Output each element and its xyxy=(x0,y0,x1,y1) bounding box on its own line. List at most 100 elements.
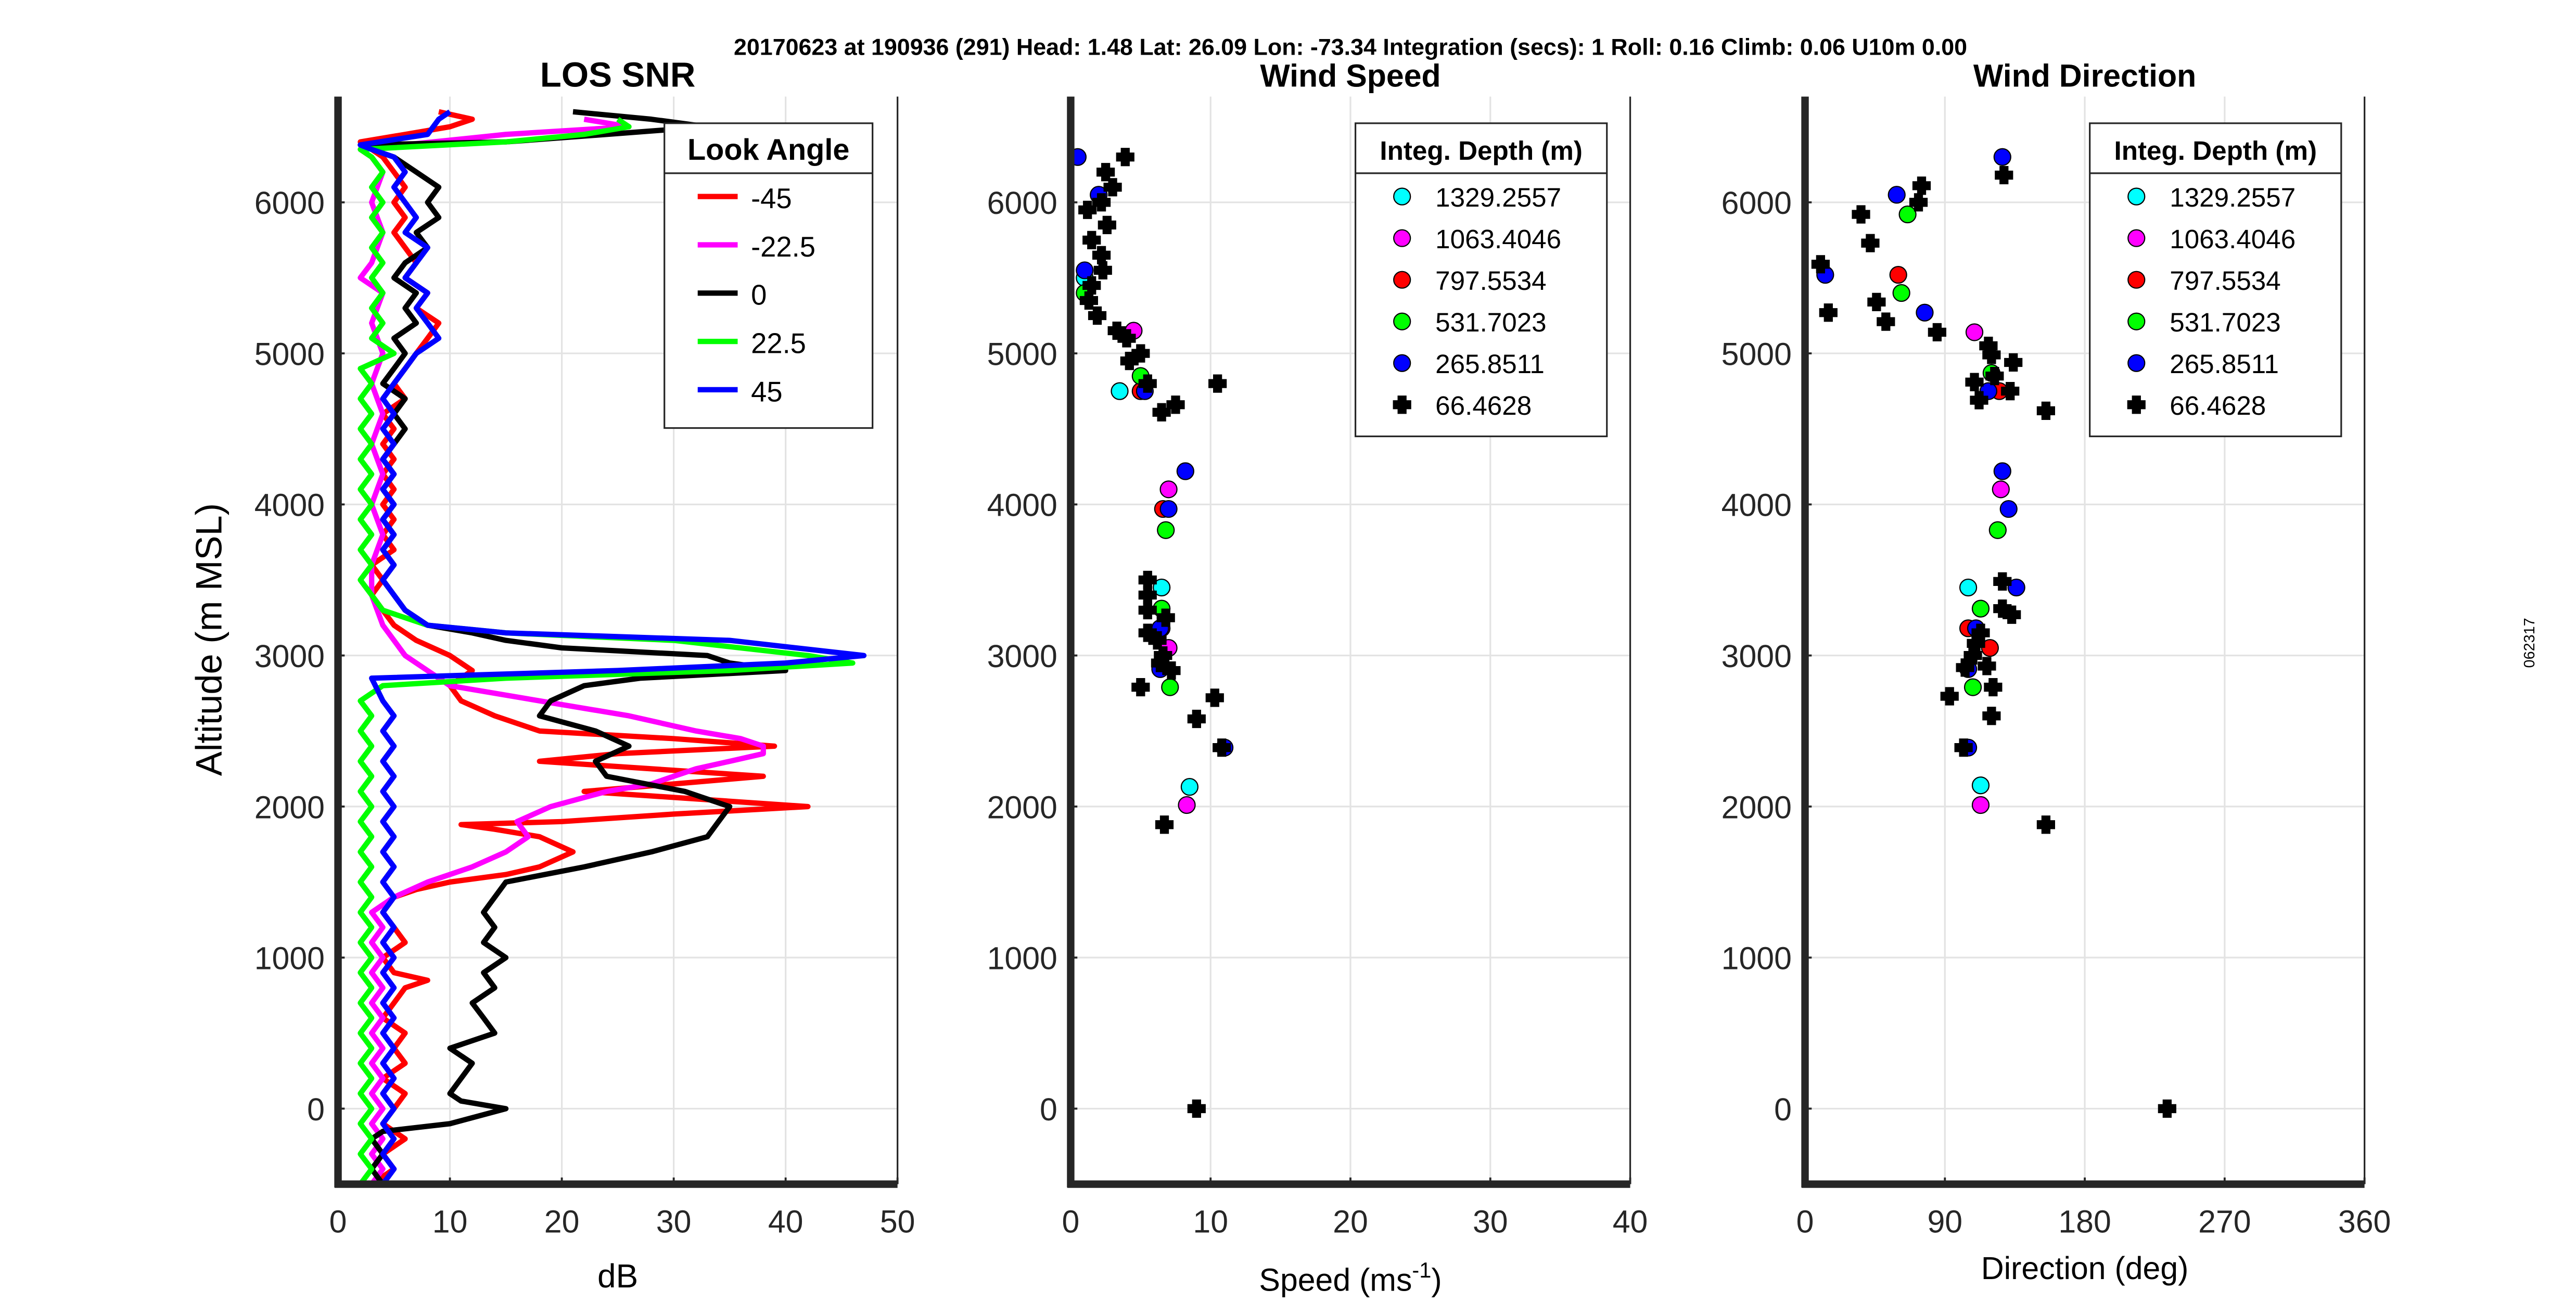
legend-label-531.7023: 531.7023 xyxy=(2170,308,2280,337)
data-point-66.4628 xyxy=(1116,148,1134,167)
x-tick-label: 30 xyxy=(656,1204,692,1239)
y-tick-label: 6000 xyxy=(254,185,325,221)
data-point-265.8511 xyxy=(1159,500,1178,518)
legend-label--45: -45 xyxy=(751,183,792,214)
legend-label-66.4628: 66.4628 xyxy=(2170,391,2266,420)
legend-label-1063.4046: 1063.4046 xyxy=(2170,224,2296,254)
data-point-66.4628 xyxy=(2036,401,2056,420)
series-line-0 xyxy=(358,109,788,1186)
legend-label-1329.2557: 1329.2557 xyxy=(2170,183,2296,212)
legend-label-265.8511: 265.8511 xyxy=(2170,349,2279,379)
legend-swatch-66.4628 xyxy=(2127,395,2146,414)
data-point-531.7023 xyxy=(1971,599,1990,618)
legend-label-66.4628: 66.4628 xyxy=(1435,391,1532,420)
wind-direction-marks xyxy=(1811,148,2176,1118)
data-point-66.4628 xyxy=(1982,707,2001,725)
data-point-66.4628 xyxy=(1103,178,1122,197)
y-tick-label: 0 xyxy=(307,1092,325,1127)
legend-swatch-66.4628 xyxy=(1393,395,1411,414)
wind-speed-axes: 0 1000 2000 3000 4000 5000 6000 0 10 20 30 40 xyxy=(987,96,1648,1239)
y-tick-label: 5000 xyxy=(1721,336,1792,372)
legend-swatch-531.7023 xyxy=(2127,312,2146,330)
data-point-66.4628 xyxy=(1152,403,1171,422)
data-point-265.8511 xyxy=(1076,261,1094,279)
data-point-66.4628 xyxy=(2036,815,2056,834)
wind-speed-xlabel: Speed (ms-1) xyxy=(1259,1258,1442,1298)
data-point-66.4628 xyxy=(1208,374,1227,393)
data-point-66.4628 xyxy=(1993,572,2012,591)
data-point-66.4628 xyxy=(1138,601,1157,620)
legend-label-45: 45 xyxy=(751,376,782,407)
data-point-66.4628 xyxy=(1093,261,1112,280)
los-snr-ylabel: Altitude (m MSL) xyxy=(188,503,229,776)
y-tick-label: 1000 xyxy=(987,941,1057,976)
x-tick-label: 270 xyxy=(2198,1204,2251,1239)
legend-swatch-1063.4046 xyxy=(2127,229,2146,247)
data-point-265.8511 xyxy=(1176,462,1194,480)
wind-direction-title: Wind Direction xyxy=(1973,58,2196,93)
data-point-66.4628 xyxy=(1877,312,1895,331)
y-tick-label: 5000 xyxy=(987,336,1057,372)
data-point-265.8511 xyxy=(1993,148,2011,166)
los-snr-xlabel: dB xyxy=(597,1257,638,1295)
data-point-66.4628 xyxy=(2158,1099,2176,1118)
data-point-66.4628 xyxy=(1928,323,1946,342)
side-label: 062317 xyxy=(2521,618,2538,668)
x-tick-label: 40 xyxy=(1613,1204,1648,1239)
legend-label--22.5: -22.5 xyxy=(751,231,815,263)
data-point-66.4628 xyxy=(1156,608,1175,627)
y-tick-label: 0 xyxy=(1774,1092,1792,1127)
data-point-66.4628 xyxy=(1082,276,1101,295)
wind-direction-xlabel: Direction (deg) xyxy=(1981,1250,2189,1286)
wind-speed-title: Wind Speed xyxy=(1260,58,1440,93)
x-tick-label: 10 xyxy=(432,1204,468,1239)
data-point-66.4628 xyxy=(1995,165,2013,185)
y-tick-label: 3000 xyxy=(254,639,325,674)
data-point-265.8511 xyxy=(2007,578,2025,597)
data-point-66.4628 xyxy=(1213,738,1231,757)
los-snr-lines xyxy=(358,109,867,1186)
x-tick-label: 30 xyxy=(1473,1204,1508,1239)
data-point-66.4628 xyxy=(2003,605,2021,624)
data-point-66.4628 xyxy=(2004,353,2023,372)
y-tick-label: 4000 xyxy=(1721,488,1792,523)
data-point-66.4628 xyxy=(1117,329,1136,348)
legend-swatch-1063.4046 xyxy=(1393,229,1411,247)
legend-title: Integ. Depth (m) xyxy=(1380,136,1583,165)
data-point-1063.4046 xyxy=(1971,796,1990,814)
data-point-1329.2557 xyxy=(1153,578,1171,597)
data-point-797.5534 xyxy=(1889,266,1907,284)
y-tick-label: 3000 xyxy=(987,639,1057,674)
x-tick-label: 10 xyxy=(1193,1204,1228,1239)
x-tick-label: 50 xyxy=(880,1204,915,1239)
data-point-265.8511 xyxy=(1999,500,2018,518)
legend-label-1063.4046: 1063.4046 xyxy=(1435,224,1561,254)
data-point-66.4628 xyxy=(1187,709,1206,729)
data-point-66.4628 xyxy=(1138,374,1157,393)
legend-label-22.5: 22.5 xyxy=(751,328,806,360)
data-point-531.7023 xyxy=(1898,205,1917,224)
data-point-1063.4046 xyxy=(1965,323,1984,341)
data-point-66.4628 xyxy=(1131,678,1150,697)
legend-label-797.5534: 797.5534 xyxy=(2170,266,2280,296)
legend-label-531.7023: 531.7023 xyxy=(1435,308,1546,337)
legend-label-797.5534: 797.5534 xyxy=(1435,266,1546,296)
legend-label-1329.2557: 1329.2557 xyxy=(1435,183,1561,212)
data-point-66.4628 xyxy=(1965,373,1984,391)
x-tick-label: 360 xyxy=(2338,1204,2391,1239)
data-point-1329.2557 xyxy=(1971,776,1990,795)
y-tick-label: 2000 xyxy=(254,789,325,825)
data-point-66.4628 xyxy=(1861,234,1880,252)
data-point-66.4628 xyxy=(1078,200,1097,219)
data-point-66.4628 xyxy=(1956,658,1974,677)
legend-title: Integ. Depth (m) xyxy=(2114,136,2317,165)
x-tick-label: 40 xyxy=(768,1204,804,1239)
data-point-66.4628 xyxy=(1088,306,1107,325)
legend-swatch-1329.2557 xyxy=(1393,187,1411,206)
y-tick-label: 4000 xyxy=(987,488,1057,523)
los-snr-panel: 0 1000 2000 3000 4000 5000 6000 0 10 20 30 40 50 LOS… xyxy=(188,55,915,1295)
data-point-66.4628 xyxy=(1963,646,1982,665)
legend-label-265.8511: 265.8511 xyxy=(1435,349,1545,379)
los-snr-title: LOS SNR xyxy=(540,55,696,94)
